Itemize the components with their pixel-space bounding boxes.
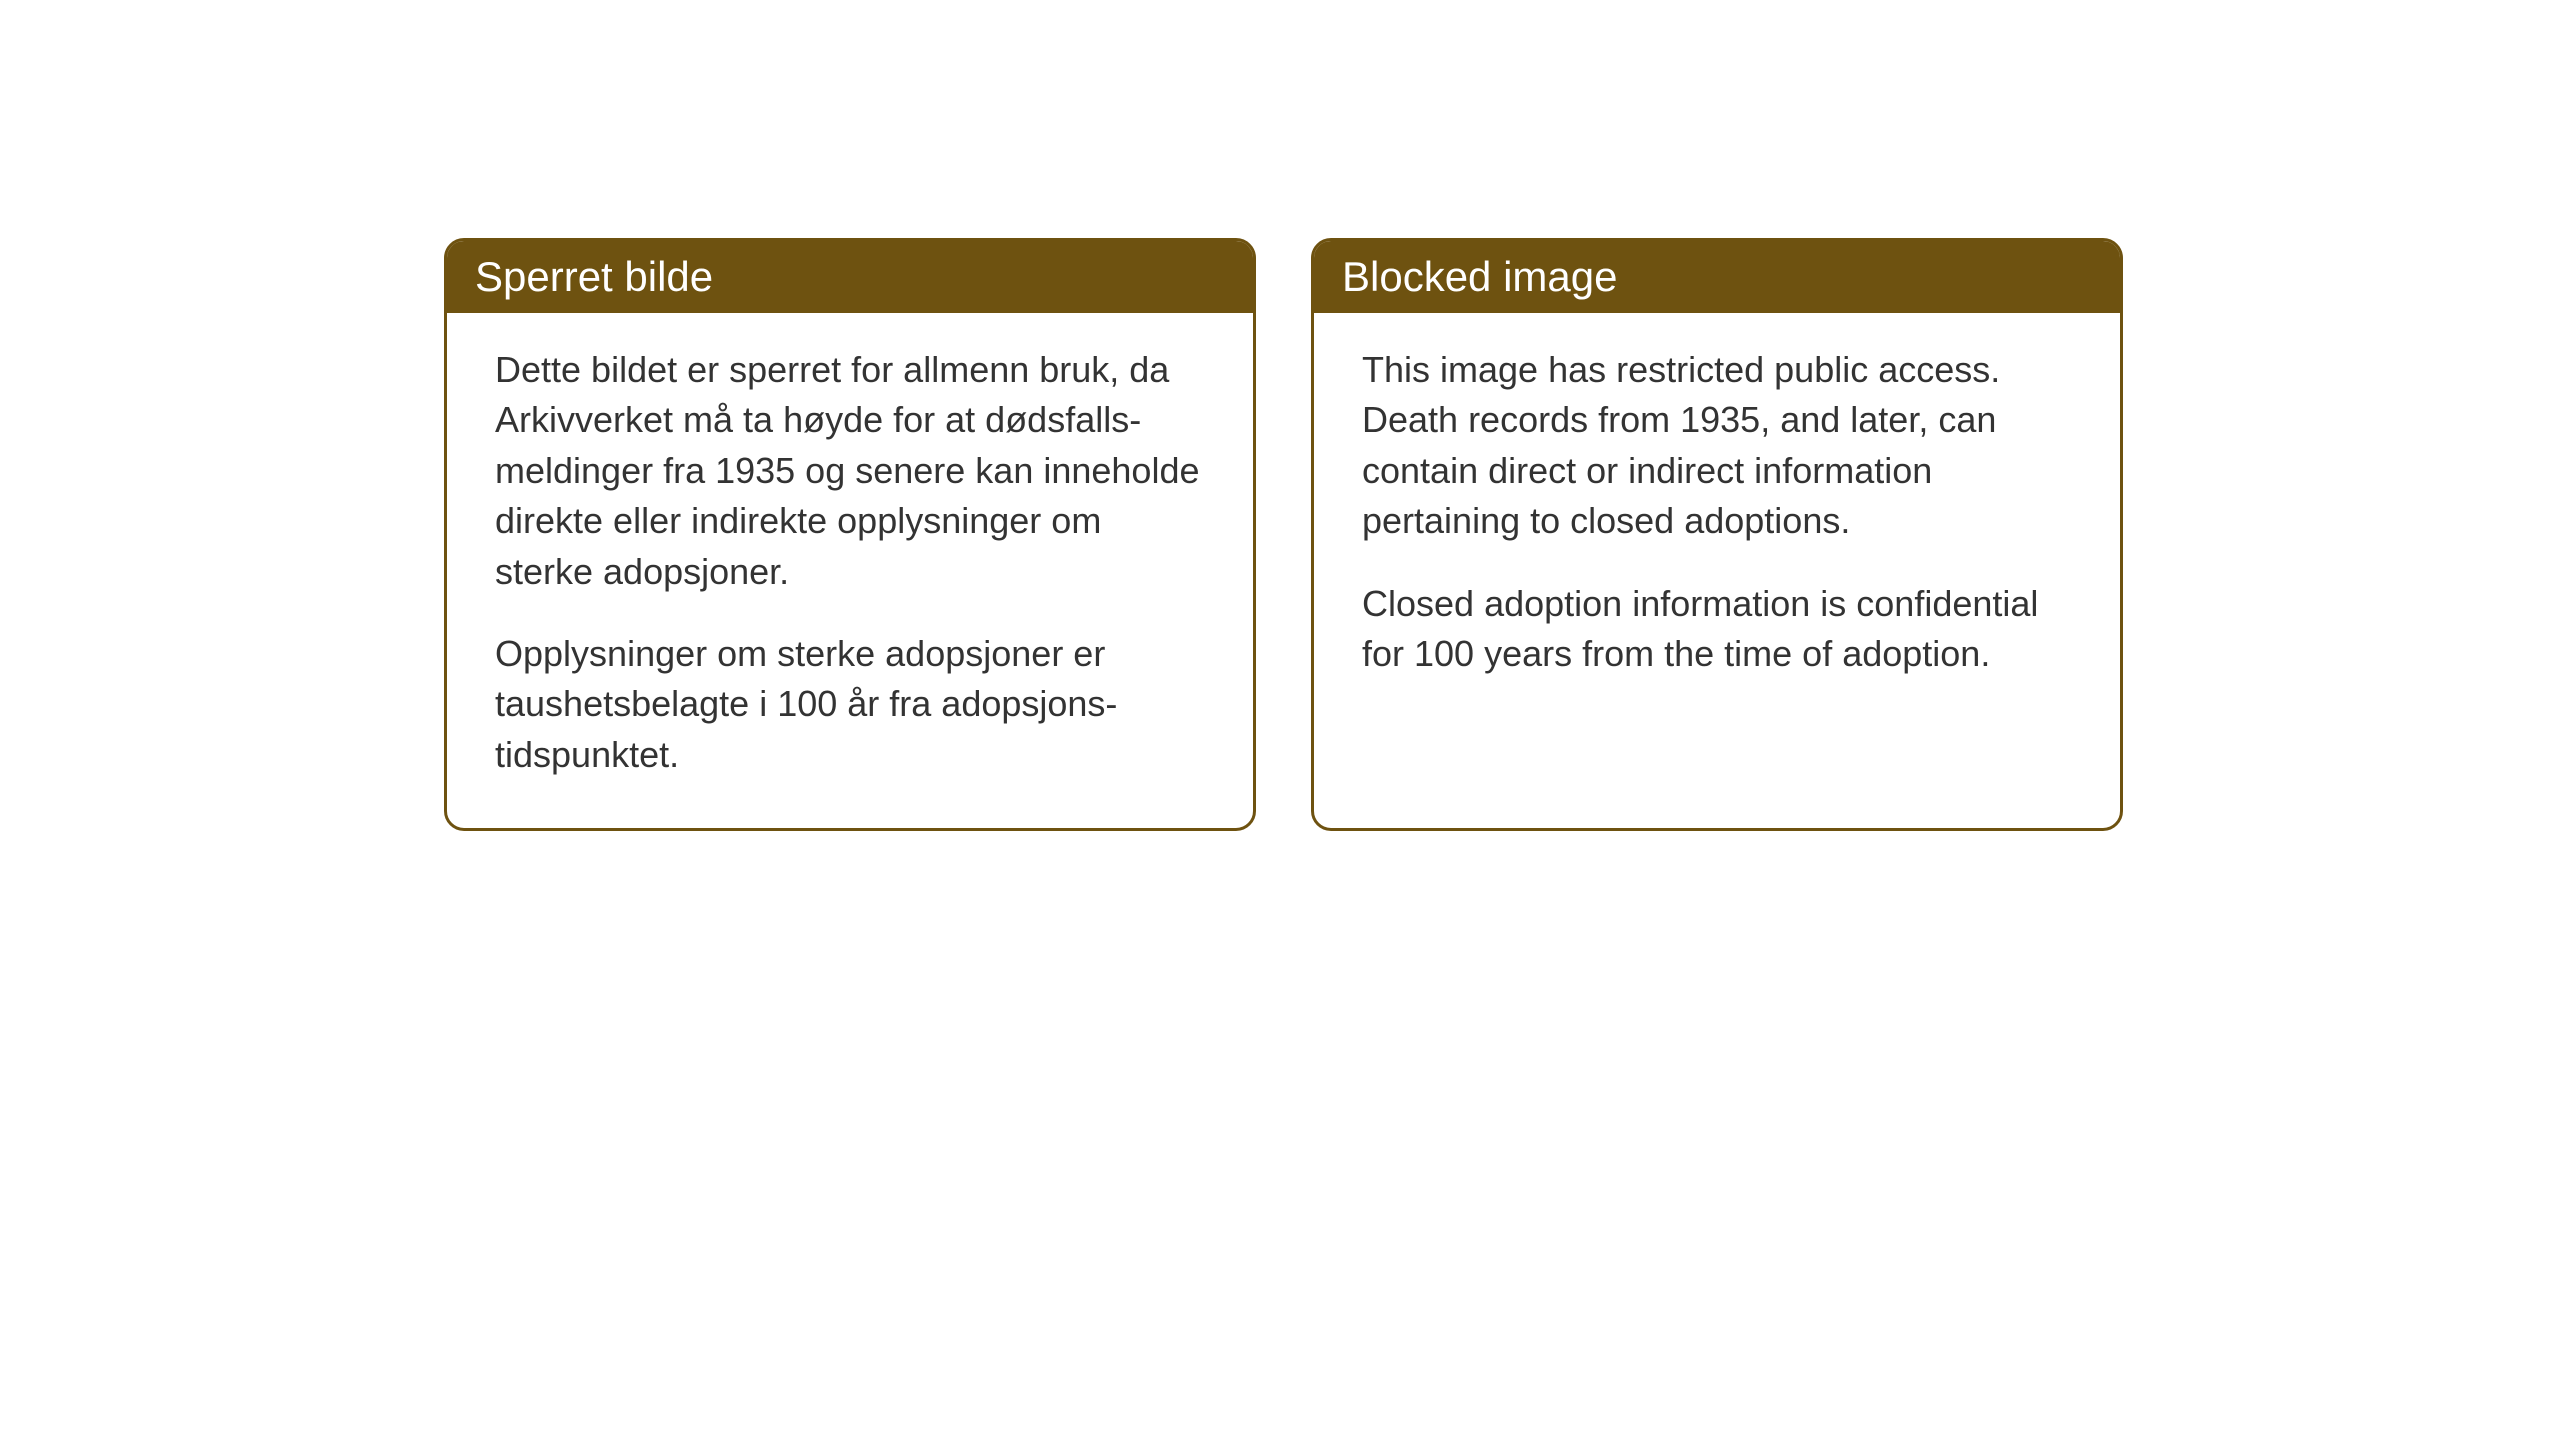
english-paragraph-1: This image has restricted public access.… [1362,345,2072,547]
english-card-body: This image has restricted public access.… [1314,313,2120,727]
norwegian-card-title: Sperret bilde [447,241,1253,313]
norwegian-notice-card: Sperret bilde Dette bildet er sperret fo… [444,238,1256,831]
english-card-title: Blocked image [1314,241,2120,313]
english-notice-card: Blocked image This image has restricted … [1311,238,2123,831]
notice-container: Sperret bilde Dette bildet er sperret fo… [444,238,2123,831]
norwegian-paragraph-1: Dette bildet er sperret for allmenn bruk… [495,345,1205,597]
norwegian-paragraph-2: Opplysninger om sterke adopsjoner er tau… [495,629,1205,780]
norwegian-card-body: Dette bildet er sperret for allmenn bruk… [447,313,1253,828]
english-paragraph-2: Closed adoption information is confident… [1362,579,2072,680]
